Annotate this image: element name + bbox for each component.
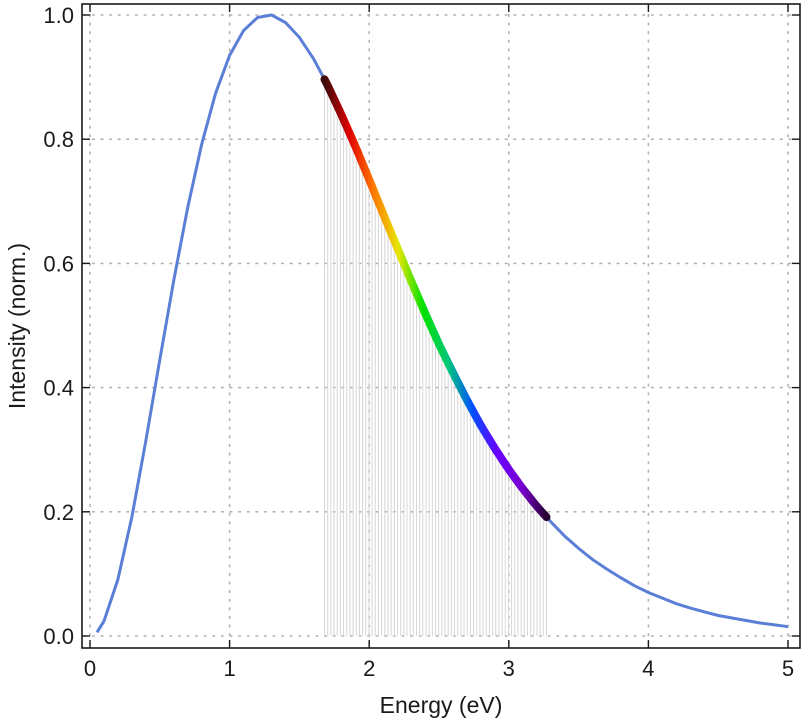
plot-frame: [81, 3, 801, 649]
y-axis-title: Intensity (norm.): [4, 243, 30, 409]
y-tick-label: 0.0: [43, 624, 74, 649]
y-tick-label: 0.8: [43, 127, 74, 152]
y-tick-label: 0.6: [43, 251, 74, 276]
tick-labels: 0 1 2 3 4 5 0.0 0.2 0.4 0.6 0.8 1.0: [43, 3, 794, 681]
x-tick-label: 2: [363, 656, 375, 681]
y-tick-label: 0.4: [43, 376, 74, 401]
visible-band-shading: [324, 79, 547, 636]
x-tick-label: 1: [223, 656, 235, 681]
axis-ticks: [82, 4, 800, 648]
intensity-curve: [95, 13, 789, 634]
grid: [83, 5, 799, 647]
y-tick-label: 0.2: [43, 500, 74, 525]
x-tick-label: 4: [642, 656, 654, 681]
x-tick-label: 5: [782, 656, 794, 681]
x-axis-title: Energy (eV): [380, 692, 503, 718]
visible-band-curve: [320, 75, 551, 522]
x-tick-label: 3: [503, 656, 515, 681]
x-tick-label: 0: [84, 656, 96, 681]
y-tick-label: 1.0: [43, 3, 74, 28]
